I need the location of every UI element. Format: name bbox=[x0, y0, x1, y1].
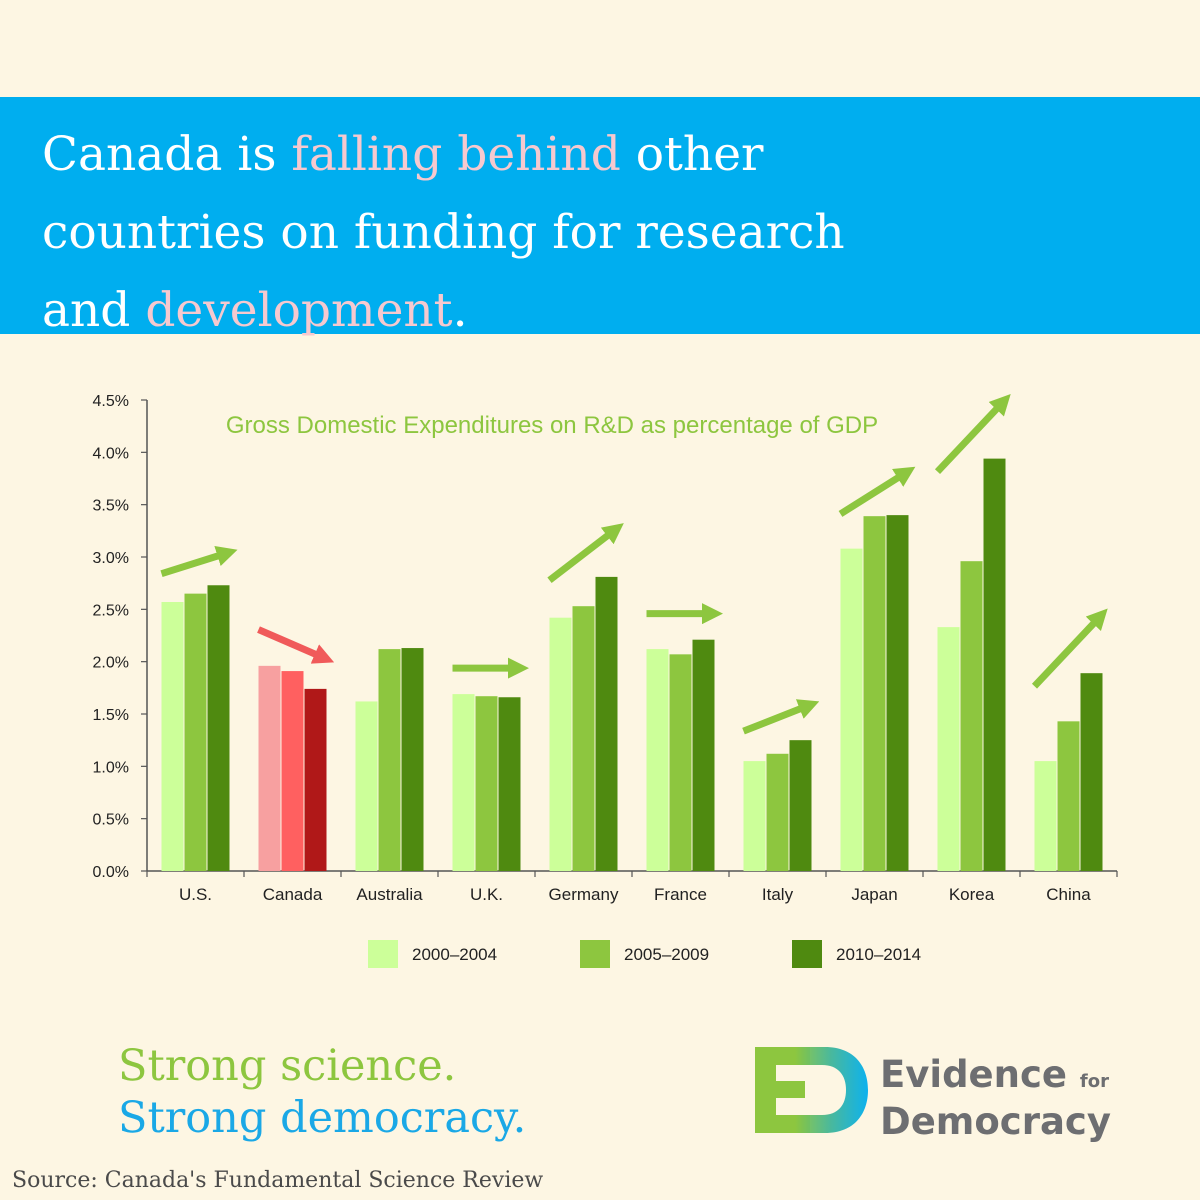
legend-swatch-2005-2009 bbox=[580, 940, 610, 968]
header-banner bbox=[0, 97, 1200, 334]
bar-japan-2000-2004 bbox=[840, 548, 863, 871]
x-tick-label-australia: Australia bbox=[356, 885, 423, 904]
bar-u-k-2005-2009 bbox=[475, 696, 498, 871]
x-tick-label-germany: Germany bbox=[549, 885, 619, 904]
bar-japan-2005-2009 bbox=[863, 516, 886, 871]
bar-france-2010-2014 bbox=[692, 639, 715, 871]
bar-germany-2010-2014 bbox=[595, 576, 618, 871]
y-tick-label: 2.5% bbox=[93, 602, 129, 619]
bar-chart: 0.0% 0.5% 1.0% 1.5% 2.0% 2.5% 3.0% 3.5% 4.0% 4.5%… bbox=[93, 393, 1118, 968]
headline-highlight-falling-behind: falling behind bbox=[291, 127, 621, 182]
bar-u-s-2000-2004 bbox=[161, 602, 184, 871]
tagline-line2: Strong democracy. bbox=[118, 1093, 527, 1143]
trend-arrow-japan bbox=[838, 466, 916, 517]
bar-u-k-2010-2014 bbox=[498, 697, 521, 871]
y-tick-label: 3.5% bbox=[93, 498, 129, 515]
chart-bars bbox=[161, 458, 1103, 871]
y-tick-label: 4.0% bbox=[93, 445, 129, 462]
trend-arrow-china bbox=[1031, 608, 1108, 689]
tagline-line1: Strong science. bbox=[118, 1041, 457, 1091]
bar-korea-2010-2014 bbox=[983, 458, 1006, 871]
bar-australia-2000-2004 bbox=[355, 701, 378, 871]
trend-arrow-u-s bbox=[160, 546, 238, 577]
bar-japan-2010-2014 bbox=[886, 515, 909, 871]
x-tick-label-france: France bbox=[654, 885, 707, 904]
bar-canada-2005-2009 bbox=[281, 671, 304, 871]
trend-arrow-italy bbox=[742, 699, 820, 735]
bar-france-2005-2009 bbox=[669, 654, 692, 871]
bar-u-s-2005-2009 bbox=[184, 593, 207, 871]
bar-australia-2010-2014 bbox=[401, 648, 424, 871]
chart-labels: 0.0% 0.5% 1.0% 1.5% 2.0% 2.5% 3.0% 3.5% 4.0% 4.5%… bbox=[93, 393, 1092, 904]
legend-label-2005-2009: 2005–2009 bbox=[624, 945, 709, 964]
bar-china-2000-2004 bbox=[1034, 761, 1057, 871]
trend-arrows bbox=[160, 393, 1108, 735]
bar-germany-2005-2009 bbox=[572, 606, 595, 871]
x-tick-label-china: China bbox=[1046, 885, 1091, 904]
x-tick-label-japan: Japan bbox=[851, 885, 897, 904]
bar-france-2000-2004 bbox=[646, 649, 669, 871]
bar-china-2005-2009 bbox=[1057, 721, 1080, 871]
ed-logo-mark bbox=[755, 1047, 868, 1133]
y-tick-label: 3.0% bbox=[93, 550, 129, 567]
evidence-for-democracy-logo bbox=[755, 1047, 868, 1133]
y-tick-label: 0.0% bbox=[93, 864, 129, 881]
x-tick-label-italy: Italy bbox=[762, 885, 794, 904]
bar-korea-2005-2009 bbox=[960, 561, 983, 871]
logo-wordmark: Evidence for Democracy bbox=[880, 1055, 1111, 1142]
bar-u-s-2010-2014 bbox=[207, 585, 230, 871]
bar-australia-2005-2009 bbox=[378, 649, 401, 871]
legend-label-2000-2004: 2000–2004 bbox=[412, 945, 497, 964]
x-tick-label-u-k: U.K. bbox=[470, 885, 503, 904]
bar-italy-2005-2009 bbox=[766, 753, 789, 871]
headline: Canada is falling behind other countries… bbox=[42, 116, 1162, 350]
trend-arrow-korea bbox=[934, 393, 1011, 475]
headline-line2: countries on funding for research bbox=[42, 205, 845, 260]
bar-canada-2010-2014 bbox=[304, 688, 327, 871]
x-tick-label-korea: Korea bbox=[949, 885, 995, 904]
legend-label-2010-2014: 2010–2014 bbox=[836, 945, 921, 964]
legend-swatch-2000-2004 bbox=[368, 940, 398, 968]
bar-germany-2000-2004 bbox=[549, 617, 572, 871]
bar-u-k-2000-2004 bbox=[452, 694, 475, 871]
bar-china-2010-2014 bbox=[1080, 673, 1103, 871]
chart-title: Gross Domestic Expenditures on R&D as pe… bbox=[226, 412, 878, 439]
x-tick-label-canada: Canada bbox=[263, 885, 323, 904]
x-tick-label-u-s: U.S. bbox=[179, 885, 212, 904]
bar-korea-2000-2004 bbox=[937, 627, 960, 871]
y-tick-label: 2.0% bbox=[93, 655, 129, 672]
tagline: Strong science. Strong democracy. bbox=[118, 1040, 526, 1144]
bar-italy-2000-2004 bbox=[743, 761, 766, 871]
logo-democracy: Democracy bbox=[880, 1100, 1111, 1143]
bar-canada-2000-2004 bbox=[258, 665, 281, 871]
logo-evidence: Evidence bbox=[880, 1053, 1068, 1096]
headline-line1: Canada is falling behind other bbox=[42, 127, 764, 182]
y-tick-label: 4.5% bbox=[93, 393, 129, 410]
y-tick-label: 0.5% bbox=[93, 812, 129, 829]
trend-arrow-canada bbox=[257, 626, 335, 664]
logo-for: for bbox=[1079, 1071, 1109, 1092]
legend-swatch-2010-2014 bbox=[792, 940, 822, 968]
y-tick-label: 1.0% bbox=[93, 759, 129, 776]
trend-arrow-germany bbox=[547, 523, 624, 584]
chart-legend: 2000–2004 2005–2009 2010–2014 bbox=[368, 940, 921, 968]
bar-italy-2010-2014 bbox=[789, 740, 812, 871]
source-citation: Source: Canada's Fundamental Science Rev… bbox=[12, 1168, 544, 1193]
headline-highlight-development: development bbox=[145, 283, 453, 338]
y-tick-label: 1.5% bbox=[93, 707, 129, 724]
headline-line3: and development. bbox=[42, 283, 468, 338]
